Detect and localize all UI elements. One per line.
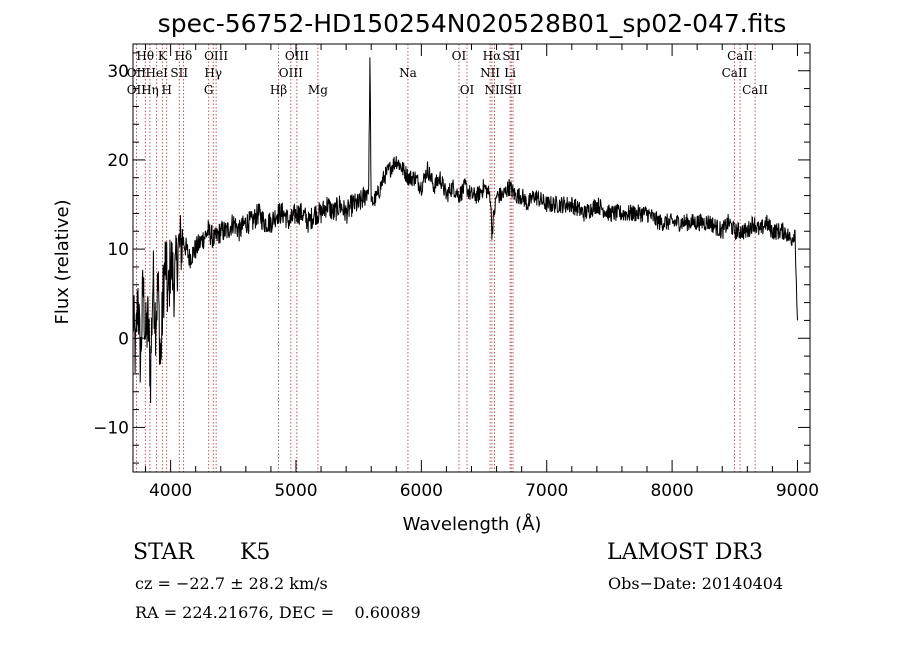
line-label: Hδ <box>175 49 193 63</box>
line-label: OI <box>452 49 467 63</box>
y-tick-label: −10 <box>93 418 129 438</box>
flux-series-line <box>132 57 798 404</box>
line-label: CaII <box>722 66 748 80</box>
coordinates-text: RA = 224.21676, DEC = 0.60089 <box>135 603 421 622</box>
line-label: Hη <box>141 83 159 97</box>
x-tick-label: 9000 <box>776 481 819 501</box>
line-label: Hθ <box>136 49 154 63</box>
line-label: NII <box>480 66 500 80</box>
line-label: CaII <box>727 49 753 63</box>
line-label: Mg <box>308 83 328 97</box>
plot-frame <box>132 43 811 473</box>
y-tick-label: 10 <box>107 240 129 260</box>
y-tick-label: 0 <box>118 329 129 349</box>
line-label: OIII <box>204 49 228 63</box>
line-label: H <box>161 83 171 97</box>
object-subclass: K5 <box>240 540 271 565</box>
line-label: Hβ <box>270 83 287 97</box>
obs-date-text: Obs−Date: 20140404 <box>608 574 784 593</box>
x-tick-label: 6000 <box>400 481 443 501</box>
line-label: SII <box>502 49 520 63</box>
redshift-text: cz = −22.7 ± 28.2 km/s <box>135 574 328 593</box>
chart-title: spec-56752-HD150254N020528B01_sp02-047.f… <box>158 9 787 38</box>
x-axis-label: Wavelength (Å) <box>403 513 542 535</box>
x-tick-label: 4000 <box>149 481 192 501</box>
line-label: HeI <box>146 66 169 80</box>
line-label: OII <box>127 83 147 97</box>
y-tick-label: 30 <box>107 62 129 82</box>
line-label: Li <box>504 66 516 80</box>
line-label: SII <box>170 66 188 80</box>
line-label: Na <box>399 66 417 80</box>
line-label: OII <box>127 66 147 80</box>
line-label: NII <box>484 83 504 97</box>
line-label: G <box>204 83 214 97</box>
line-label: OI <box>460 83 475 97</box>
x-tick-label: 8000 <box>650 481 693 501</box>
object-type: STAR <box>133 540 194 565</box>
line-label: K <box>158 49 168 63</box>
line-label: SII <box>504 83 522 97</box>
survey-name: LAMOST DR3 <box>607 540 763 565</box>
x-tick-label: 5000 <box>274 481 317 501</box>
y-axis-label: Flux (relative) <box>52 199 73 324</box>
line-label: OIII <box>279 66 303 80</box>
y-tick-label: 20 <box>107 151 129 171</box>
line-label: CaII <box>742 83 768 97</box>
line-label: OIII <box>285 49 309 63</box>
x-tick-label: 7000 <box>525 481 568 501</box>
line-label: Hγ <box>204 66 222 80</box>
line-label: Hα <box>483 49 502 63</box>
